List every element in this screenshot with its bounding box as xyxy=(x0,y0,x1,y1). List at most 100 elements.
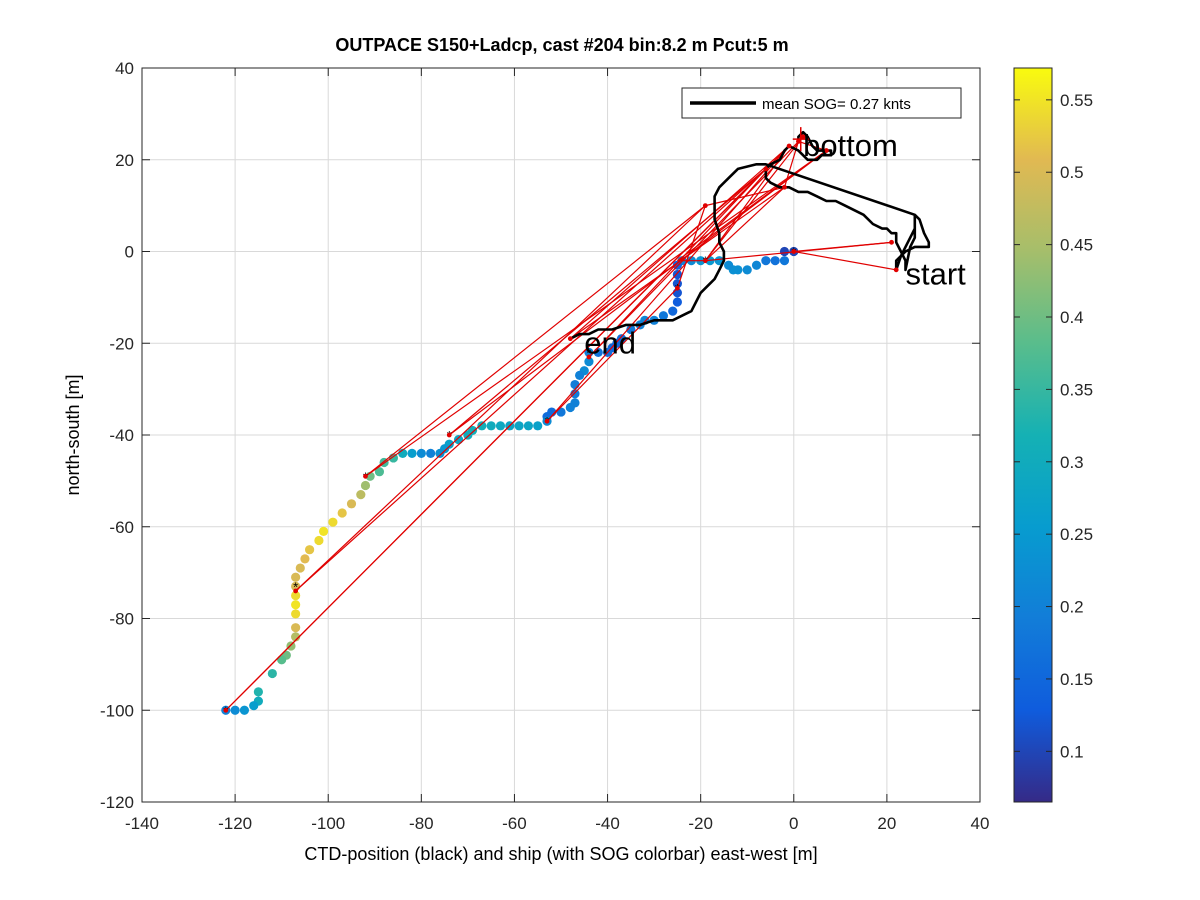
red-connector-segment xyxy=(546,145,790,422)
ship-point xyxy=(523,421,534,431)
red-node xyxy=(293,588,299,594)
ship-point xyxy=(314,535,324,546)
ship-point xyxy=(305,545,315,555)
y-tick-label: -120 xyxy=(100,793,134,812)
red-node xyxy=(544,418,550,424)
ship-point xyxy=(230,705,240,715)
track-annotations: bottom start end xyxy=(584,128,966,360)
black-star-marker: * xyxy=(586,345,591,360)
y-tick-label: 20 xyxy=(115,151,134,170)
ship-point xyxy=(453,434,464,445)
ship-point xyxy=(570,379,580,390)
annotation-start: start xyxy=(906,256,967,291)
red-node xyxy=(363,473,368,479)
x-tick-label: -120 xyxy=(218,814,252,833)
ship-point xyxy=(761,256,771,266)
ship-point xyxy=(672,297,682,307)
colorbar-tick-label: 0.5 xyxy=(1060,163,1084,182)
red-node xyxy=(782,184,787,190)
red-connector-segment xyxy=(704,136,804,262)
red-node xyxy=(567,336,573,342)
colorbar: 0.1 0.15 0.2 0.25 0.3 0.35 0.4 0.45 0.5 0.55 xyxy=(1013,67,1093,803)
red-node xyxy=(702,203,708,209)
ship-point xyxy=(328,517,338,527)
ship-point xyxy=(291,623,301,633)
y-tick-label: -80 xyxy=(109,610,134,629)
ship-point xyxy=(239,705,250,715)
ship-point xyxy=(779,246,790,257)
x-tick-label: -140 xyxy=(125,814,159,833)
ship-point xyxy=(435,448,445,458)
red-node xyxy=(446,432,452,438)
red-node xyxy=(674,285,680,291)
x-tick-label: -80 xyxy=(409,814,434,833)
ship-point xyxy=(374,467,385,477)
red-node xyxy=(786,143,792,149)
x-tick-label: -20 xyxy=(688,814,713,833)
chart-title: OUTPACE S150+Ladcp, cast #204 bin:8.2 m … xyxy=(335,35,788,55)
colorbar-tick-label: 0.3 xyxy=(1060,453,1084,472)
red-connector-segment xyxy=(295,205,706,592)
ship-point xyxy=(742,265,752,275)
ship-point xyxy=(356,490,366,500)
x-tick-label: -100 xyxy=(311,814,345,833)
x-tick-label: -60 xyxy=(502,814,527,833)
colorbar-tick-label: 0.4 xyxy=(1060,308,1084,327)
ship-point xyxy=(249,701,259,711)
x-axis-label: CTD-position (black) and ship (with SOG … xyxy=(304,844,817,864)
red-connector-segment xyxy=(295,168,767,592)
black-star-marker: * xyxy=(293,579,298,594)
ship-point xyxy=(267,668,277,679)
x-tick-label: 20 xyxy=(877,814,896,833)
x-tick-label: 40 xyxy=(971,814,990,833)
annotation-bottom: bottom xyxy=(803,128,898,163)
y-tick-label: -60 xyxy=(109,518,134,537)
red-node xyxy=(893,267,899,273)
colorbar-tick-label: 0.2 xyxy=(1060,598,1084,617)
y-tick-label: -40 xyxy=(109,426,134,445)
ship-point xyxy=(318,526,329,536)
annotation-end: end xyxy=(584,325,636,360)
x-axis-ticks: -140 -120 -100 -80 -60 -40 -20 0 20 40 xyxy=(125,68,989,833)
ship-point xyxy=(751,260,762,270)
red-node xyxy=(889,239,894,245)
ship-point xyxy=(300,554,310,564)
colorbar-tick-label: 0.45 xyxy=(1060,236,1093,255)
red-connector-segment xyxy=(676,205,706,289)
colorbar-tick-label: 0.35 xyxy=(1060,380,1093,399)
red-connector-segment xyxy=(569,145,790,340)
ship-point xyxy=(291,600,301,610)
red-node-markers xyxy=(223,127,899,713)
ship-point xyxy=(407,448,417,458)
red-connector-segment xyxy=(705,186,785,207)
red-connector-segment xyxy=(793,250,897,271)
red-node xyxy=(763,166,769,172)
ship-point xyxy=(779,256,790,266)
ship-point xyxy=(253,687,263,697)
y-tick-label: -100 xyxy=(100,701,134,720)
red-node xyxy=(823,148,829,153)
red-connector-segment xyxy=(365,150,827,477)
ship-point xyxy=(291,572,301,582)
legend-entry: mean SOG= 0.27 knts xyxy=(762,96,911,113)
ship-point xyxy=(565,402,575,413)
colorbar-tick-label: 0.15 xyxy=(1060,670,1093,689)
ship-point xyxy=(533,421,543,431)
ship-point xyxy=(668,306,678,316)
ship-point xyxy=(286,641,296,651)
colorbar-tick-label: 0.25 xyxy=(1060,525,1093,544)
red-connector-segment xyxy=(677,150,827,262)
ship-point xyxy=(337,508,347,518)
ship-point xyxy=(291,609,301,619)
x-tick-label: 0 xyxy=(789,814,798,833)
y-axis-ticks: -120 -100 -80 -60 -40 -20 0 20 40 xyxy=(100,59,980,812)
colorbar-gradient xyxy=(1014,68,1052,802)
ship-point xyxy=(495,421,506,431)
colorbar-border xyxy=(1013,67,1053,803)
legend: mean SOG= 0.27 knts xyxy=(681,87,962,119)
ship-point xyxy=(575,370,585,380)
red-node xyxy=(586,354,592,360)
ship-point xyxy=(770,256,780,266)
